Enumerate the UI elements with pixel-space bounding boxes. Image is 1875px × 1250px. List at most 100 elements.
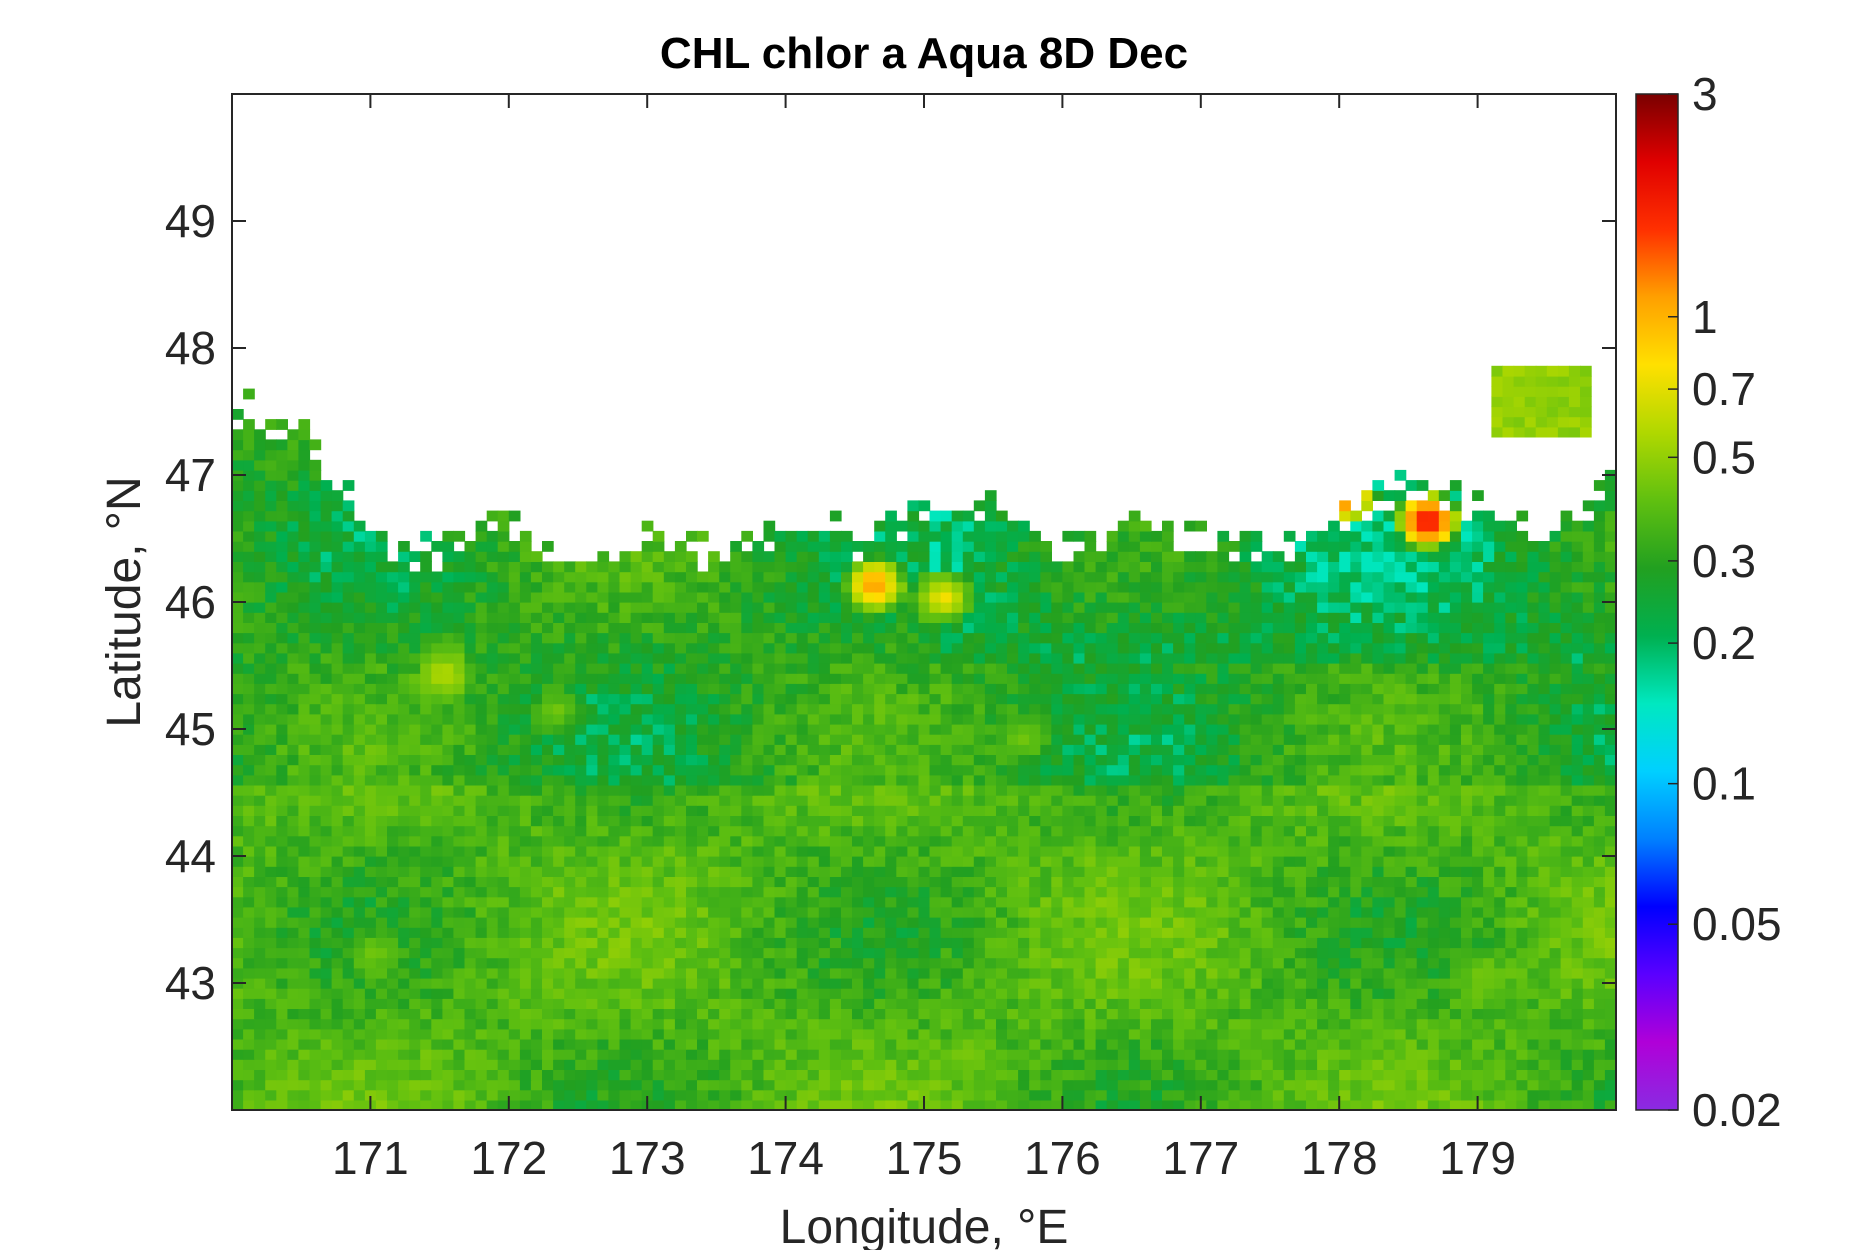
heatmap-cell xyxy=(919,704,931,715)
heatmap-cell xyxy=(509,907,521,918)
heatmap-cell xyxy=(287,856,299,867)
heatmap-cell xyxy=(465,1090,477,1101)
heatmap-cell xyxy=(487,1039,499,1050)
heatmap-cell xyxy=(697,917,709,928)
heatmap-cell xyxy=(1494,724,1506,735)
heatmap-cell xyxy=(1406,846,1418,857)
heatmap-cell xyxy=(1339,765,1351,776)
heatmap-cell xyxy=(653,805,665,816)
heatmap-cell xyxy=(1040,897,1052,908)
heatmap-cell xyxy=(1406,937,1418,948)
heatmap-cell xyxy=(376,937,388,948)
heatmap-cell xyxy=(586,937,598,948)
heatmap-cell xyxy=(243,968,255,979)
heatmap-cell xyxy=(653,775,665,786)
heatmap-cell xyxy=(442,815,454,826)
heatmap-cell xyxy=(1539,754,1551,765)
heatmap-cell xyxy=(852,1069,864,1080)
heatmap-cell xyxy=(941,917,953,928)
heatmap-cell xyxy=(1229,1049,1241,1060)
heatmap-cell xyxy=(1594,937,1606,948)
heatmap-cell xyxy=(575,1100,587,1111)
heatmap-cell xyxy=(1328,907,1340,918)
heatmap-cell xyxy=(686,866,698,877)
heatmap-cell xyxy=(930,1019,942,1030)
heatmap-cell xyxy=(1062,1069,1074,1080)
heatmap-cell xyxy=(1151,1019,1163,1030)
heatmap-cell xyxy=(1206,826,1218,837)
heatmap-cell xyxy=(608,836,620,847)
heatmap-cell xyxy=(1184,785,1196,796)
heatmap-cell xyxy=(1328,775,1340,786)
heatmap-cell xyxy=(608,1029,620,1040)
heatmap-cell xyxy=(1140,907,1152,918)
heatmap-cell xyxy=(1539,917,1551,928)
heatmap-cell xyxy=(1361,887,1373,898)
heatmap-cell xyxy=(686,998,698,1009)
heatmap-cell xyxy=(1074,978,1086,989)
heatmap-cell xyxy=(420,927,432,938)
heatmap-cell xyxy=(1384,907,1396,918)
heatmap-cell xyxy=(1572,1019,1584,1030)
heatmap-cell xyxy=(1472,947,1484,958)
heatmap-cell xyxy=(398,805,410,816)
heatmap-cell xyxy=(642,947,654,958)
heatmap-cell xyxy=(1505,1049,1517,1060)
heatmap-cell xyxy=(985,1100,997,1111)
heatmap-cell xyxy=(1240,856,1252,867)
heatmap-cell xyxy=(863,947,875,958)
heatmap-cell xyxy=(608,754,620,765)
heatmap-cell xyxy=(265,1008,277,1019)
heatmap-cell xyxy=(1151,704,1163,715)
heatmap-cell xyxy=(1240,1039,1252,1050)
heatmap-cell xyxy=(841,1090,853,1101)
heatmap-cell xyxy=(764,1080,776,1091)
heatmap-cell xyxy=(1007,775,1019,786)
heatmap-cell xyxy=(1251,937,1263,948)
heatmap-cell xyxy=(1051,785,1063,796)
heatmap-cell xyxy=(1361,724,1373,735)
heatmap-cell xyxy=(597,724,609,735)
heatmap-cell xyxy=(542,805,554,816)
heatmap-cell xyxy=(896,917,908,928)
heatmap-cell xyxy=(830,887,842,898)
heatmap-cell xyxy=(1505,724,1517,735)
heatmap-cell xyxy=(885,917,897,928)
heatmap-cell xyxy=(1085,937,1097,948)
heatmap-cell xyxy=(332,927,344,938)
heatmap-cell xyxy=(498,887,510,898)
heatmap-cell xyxy=(664,734,676,745)
heatmap-cell xyxy=(1361,1029,1373,1040)
heatmap-cell xyxy=(1505,754,1517,765)
heatmap-cell xyxy=(1527,988,1539,999)
heatmap-cell xyxy=(1151,876,1163,887)
heatmap-cell xyxy=(1007,927,1019,938)
heatmap-cell xyxy=(719,704,731,715)
heatmap-cell xyxy=(487,998,499,1009)
heatmap-cell xyxy=(819,937,831,948)
heatmap-cell xyxy=(1428,1100,1440,1111)
heatmap-cell xyxy=(1074,958,1086,969)
heatmap-cell xyxy=(1251,734,1263,745)
heatmap-cell xyxy=(354,754,366,765)
heatmap-cell xyxy=(597,775,609,786)
heatmap-cell xyxy=(1162,927,1174,938)
heatmap-cell xyxy=(907,927,919,938)
heatmap-cell xyxy=(1085,775,1097,786)
heatmap-cell xyxy=(1273,947,1285,958)
heatmap-cell xyxy=(354,927,366,938)
heatmap-cell xyxy=(332,1069,344,1080)
heatmap-cell xyxy=(575,1090,587,1101)
heatmap-cell xyxy=(1096,724,1108,735)
heatmap-cell xyxy=(387,846,399,857)
heatmap-cell xyxy=(996,897,1008,908)
heatmap-cell xyxy=(465,1008,477,1019)
heatmap-cell xyxy=(1151,714,1163,725)
heatmap-cell xyxy=(1240,765,1252,776)
heatmap-cell xyxy=(564,1019,576,1030)
heatmap-cell xyxy=(442,826,454,837)
heatmap-cell xyxy=(1284,775,1296,786)
heatmap-cell xyxy=(952,785,964,796)
heatmap-cell xyxy=(354,866,366,877)
heatmap-cell xyxy=(376,1080,388,1091)
